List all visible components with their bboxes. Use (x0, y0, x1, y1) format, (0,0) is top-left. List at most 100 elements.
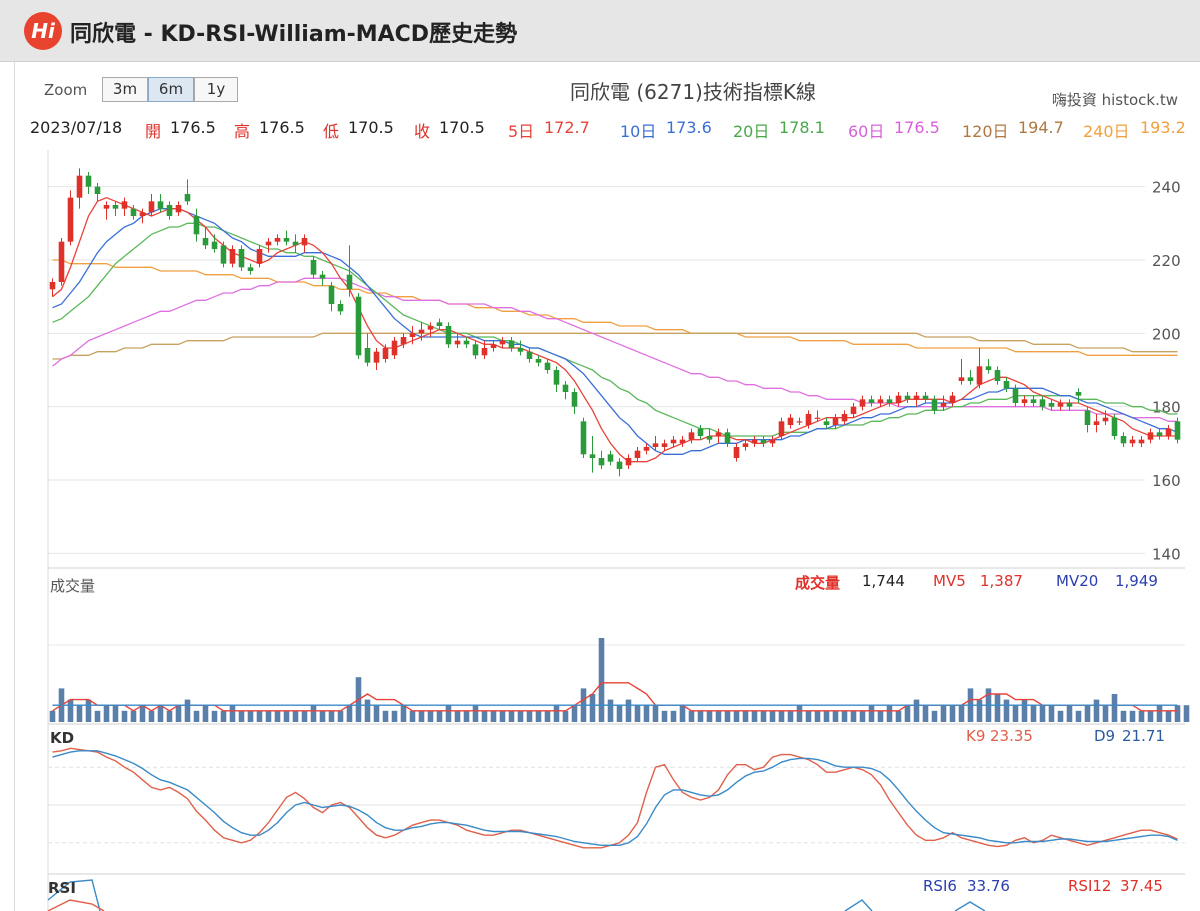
candle-body (589, 454, 596, 458)
volume-bar (409, 710, 416, 722)
volume-bar (1057, 710, 1064, 722)
volume-bar (1021, 699, 1028, 722)
volume-bar (670, 710, 677, 722)
candle (715, 428, 722, 444)
candle-body (382, 348, 389, 359)
candle-body (130, 208, 137, 216)
candle-body (1021, 399, 1028, 403)
candle (229, 245, 236, 268)
rsi12-line (47, 899, 105, 911)
candle-body (1129, 439, 1136, 444)
ma5-label: 5日 (508, 122, 535, 141)
candle (958, 359, 965, 385)
volume-bar (247, 710, 254, 722)
candle-body (895, 395, 902, 403)
volume-bar (175, 705, 182, 722)
candle-body (112, 205, 119, 209)
low-label: 低 (323, 122, 340, 141)
app-header: Hi 同欣電 - KD-RSI-William-MACD歷史走勢 (0, 0, 1200, 62)
volume-bar (436, 710, 443, 722)
candle (805, 410, 812, 429)
candle-body (211, 241, 218, 249)
candle (139, 208, 146, 224)
volume-bar (931, 710, 938, 722)
candle-body (436, 322, 443, 326)
candle-body (1057, 403, 1064, 407)
candle-body (598, 458, 605, 466)
candle-body (940, 403, 947, 407)
candle-body (103, 205, 110, 209)
candle (1102, 410, 1109, 425)
candle-body (67, 197, 74, 242)
volume-bar (976, 699, 983, 722)
candle-body (166, 205, 173, 216)
volume-bar (238, 710, 245, 722)
candle (994, 366, 1001, 385)
candle (112, 201, 119, 216)
volume-bar (733, 710, 740, 722)
volume-bar (193, 710, 200, 722)
candle (265, 238, 272, 253)
volume-bar (724, 710, 731, 722)
volume-bar (121, 710, 128, 722)
candle-body (904, 395, 911, 400)
candle-body (877, 399, 884, 403)
volume-bar (859, 710, 866, 722)
volume-bar (751, 710, 758, 722)
ma60-value: 176.5 (894, 118, 940, 137)
candle-body (814, 417, 821, 419)
candle (328, 282, 335, 312)
zoom-6m-button[interactable]: 6m (148, 77, 194, 102)
volume-bar (391, 710, 398, 722)
volume-bar (868, 705, 875, 722)
volume-bar (760, 710, 767, 722)
candle (1084, 406, 1091, 433)
candle (661, 439, 668, 451)
candle-body (913, 395, 920, 400)
k9-label: K9 (966, 727, 986, 745)
candle-body (1111, 417, 1118, 436)
volume-bar (274, 710, 281, 722)
candle (1030, 395, 1037, 407)
candle (616, 458, 623, 477)
volume-bar (661, 710, 668, 722)
candle (877, 395, 884, 407)
candle (544, 359, 551, 374)
candle-body (634, 450, 641, 458)
volume-bar (949, 705, 956, 722)
zoom-3m-button[interactable]: 3m (102, 77, 148, 102)
open-value: 176.5 (170, 118, 216, 137)
volume-bar (220, 710, 227, 722)
candle (778, 417, 785, 440)
candle-body (958, 377, 965, 381)
candle (1066, 399, 1073, 411)
candle-body (1102, 417, 1109, 422)
volume-bar (499, 710, 506, 722)
candle-body (922, 395, 929, 400)
candle (490, 340, 497, 352)
candle (157, 194, 164, 213)
volume-bar (337, 710, 344, 722)
candle-body (868, 399, 875, 403)
volume-bar (1120, 710, 1127, 722)
candle (256, 245, 263, 268)
volume-bar (1147, 710, 1154, 722)
candle-body (688, 432, 695, 440)
volume-bar (454, 710, 461, 722)
candle-body (607, 454, 614, 462)
candle (562, 381, 569, 400)
candle (1093, 414, 1100, 433)
volume-bar (418, 710, 425, 722)
candle (463, 337, 470, 348)
candle (895, 392, 902, 407)
candle (706, 428, 713, 444)
volume-bar (715, 710, 722, 722)
candle (904, 392, 911, 403)
y-tick-label: 180 (1152, 399, 1181, 417)
y-tick-label: 200 (1152, 325, 1181, 343)
candle (751, 436, 758, 447)
zoom-1y-button[interactable]: 1y (194, 77, 238, 102)
candle (589, 436, 596, 473)
candle (409, 326, 416, 345)
